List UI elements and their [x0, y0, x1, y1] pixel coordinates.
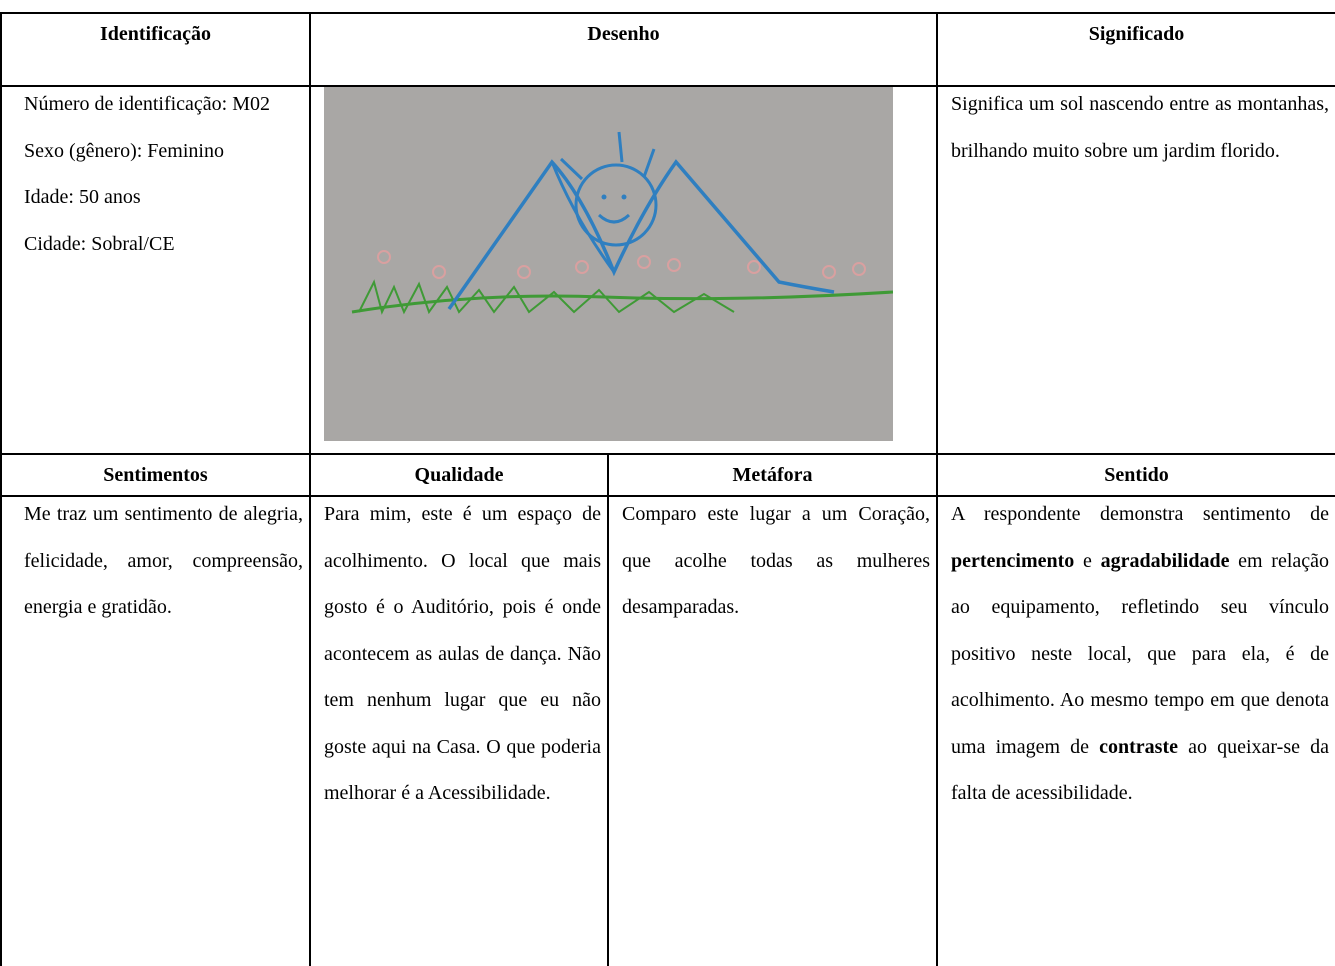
cell: Comparo este lugar a um Coração, que aco…: [606, 495, 939, 966]
bold-text: pertencimento: [951, 549, 1075, 572]
table: Identificação Desenho Significado Número…: [0, 12, 1335, 966]
header: Metáfora: [606, 453, 939, 497]
drawing: [324, 87, 893, 441]
sense: A respondente demonstra sentimento de pe…: [951, 491, 1329, 817]
bold-text: agradabilidade: [1100, 549, 1230, 572]
cell: Me traz um sentimento de alegria, felici…: [0, 495, 311, 966]
cell: Número de identificação: M02 Sexo (gênero…: [0, 85, 311, 455]
identification-line: Cidade: Sobral/CE: [24, 232, 175, 255]
cell: Para mim, este é um espaço de acolhiment…: [309, 495, 609, 966]
text: A respondente demonstra sentimento de: [951, 503, 1330, 525]
header: Desenho: [308, 12, 939, 87]
header-row: Sentimentos Qualidade Metáfora Sentido: [0, 453, 1335, 497]
metaphor: Comparo este lugar a um Coração, que aco…: [622, 503, 931, 618]
header: Sentido: [936, 453, 1335, 497]
feelings: Me traz um sentimento de alegria, felici…: [24, 503, 303, 618]
identification-line: Idade: 50 anos: [24, 186, 141, 208]
identification-line: Número de identificação: M02: [24, 93, 271, 115]
header: Significado: [936, 12, 1335, 87]
text: e: [1074, 549, 1101, 572]
cell: A respondente demonstra sentimento de pe…: [936, 495, 1335, 966]
header: Qualidade: [309, 453, 609, 497]
bold-text: contraste: [1099, 735, 1178, 758]
identification: Número de identificação: M02 Sexo (gênero…: [24, 81, 303, 267]
quality: Para mim, este é um espaço de acolhiment…: [324, 503, 601, 804]
header: Identificação: [0, 12, 311, 87]
row: Número de identificação: M02 Sexo (gênero…: [0, 85, 1335, 455]
header: Sentimentos: [0, 453, 311, 497]
header-row: Identificação Desenho Significado: [0, 12, 1335, 87]
cell: [308, 85, 939, 455]
row: Me traz um sentimento de alegria, felici…: [0, 495, 1335, 966]
meaning: Significa um sol nascendo entre as monta…: [951, 93, 1330, 162]
text: em relação ao equipamento, refletindo se…: [951, 549, 1330, 758]
cell: Significa um sol nascendo entre as monta…: [936, 85, 1335, 455]
text: ao queixar-se da falta de acessibilidade…: [951, 735, 1330, 805]
identification-line: Sexo (gênero): Feminino: [24, 139, 224, 162]
